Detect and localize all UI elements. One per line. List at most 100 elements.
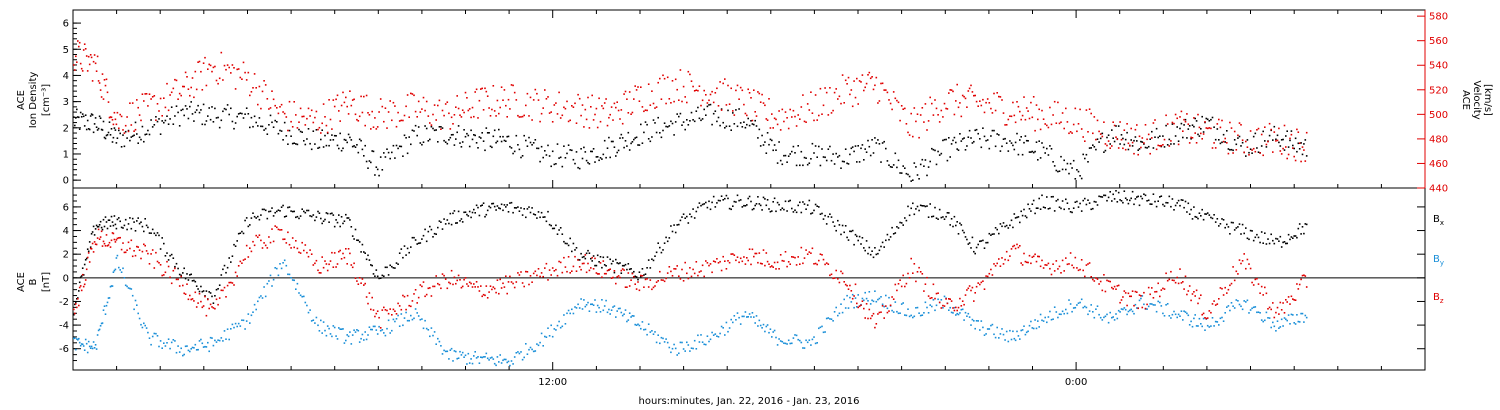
bx-point xyxy=(78,281,81,284)
bx-point xyxy=(670,225,672,227)
bx-point xyxy=(802,201,804,203)
velocity-point xyxy=(609,113,611,116)
bx-point xyxy=(534,214,537,216)
density-point xyxy=(374,174,376,176)
bx-point xyxy=(977,243,979,246)
by-point xyxy=(258,296,261,299)
bz-point xyxy=(94,243,97,245)
bz-point xyxy=(877,313,879,315)
velocity-point xyxy=(799,118,801,120)
velocity-point xyxy=(913,107,916,109)
bz-point xyxy=(107,244,110,246)
velocity-point xyxy=(115,123,118,126)
velocity-point xyxy=(769,127,772,129)
bz-point xyxy=(983,288,986,290)
density-point xyxy=(584,151,587,153)
density-point xyxy=(1068,172,1070,175)
density-point xyxy=(437,141,439,143)
bx-point xyxy=(528,206,530,208)
bz-point xyxy=(448,281,450,284)
density-point xyxy=(1124,138,1127,141)
by-point xyxy=(455,350,457,353)
velocity-point xyxy=(872,88,875,91)
velocity-point xyxy=(435,119,437,121)
by-point xyxy=(1170,317,1172,319)
bx-point xyxy=(421,238,423,240)
bz-point xyxy=(598,273,600,275)
bx-point xyxy=(340,216,343,218)
density-point xyxy=(733,123,736,125)
bz-point xyxy=(169,276,171,279)
density-point xyxy=(755,125,758,127)
bx-point xyxy=(411,236,414,239)
by-point xyxy=(1136,307,1138,309)
bx-point xyxy=(1147,199,1150,202)
bx-point xyxy=(861,237,864,239)
density-point xyxy=(315,129,318,131)
velocity-point xyxy=(1131,141,1134,144)
by-point xyxy=(182,354,184,357)
by-point xyxy=(1115,313,1117,315)
velocity-point xyxy=(301,115,303,118)
density-point xyxy=(1107,134,1110,136)
density-point xyxy=(572,158,575,161)
velocity-point xyxy=(935,107,938,110)
density-point xyxy=(594,161,596,163)
velocity-point xyxy=(1191,137,1194,139)
density-point xyxy=(212,121,215,123)
bz-point xyxy=(577,259,579,261)
velocity-point xyxy=(1304,160,1307,162)
density-point xyxy=(343,138,346,141)
by-point xyxy=(140,323,142,326)
velocity-point xyxy=(1136,124,1138,126)
density-point xyxy=(473,134,475,136)
density-point xyxy=(144,133,146,136)
density-point xyxy=(295,143,297,145)
bx-point xyxy=(486,209,489,212)
bz-point xyxy=(1055,260,1058,262)
bx-point xyxy=(1305,223,1308,226)
velocity-point xyxy=(325,124,328,127)
bx-point xyxy=(285,215,288,217)
density-point xyxy=(398,145,401,148)
bx-point xyxy=(307,209,310,212)
bz-point xyxy=(1113,285,1116,288)
velocity-point xyxy=(427,115,430,117)
by-point xyxy=(356,329,358,331)
velocity-point xyxy=(1076,130,1078,133)
density-point xyxy=(738,108,740,110)
bz-point xyxy=(548,269,551,271)
by-point xyxy=(640,327,642,330)
velocity-point xyxy=(466,97,468,99)
by-point xyxy=(932,299,935,301)
density-point xyxy=(606,147,609,149)
density-point xyxy=(872,152,875,154)
velocity-point xyxy=(885,89,887,91)
density-point xyxy=(394,157,396,159)
bx-point xyxy=(594,264,596,267)
bx-point xyxy=(475,204,478,207)
density-point xyxy=(304,143,307,146)
bz-point xyxy=(1014,247,1017,250)
bx-point xyxy=(863,247,865,249)
bz-point xyxy=(288,243,291,246)
by-point xyxy=(1292,314,1294,316)
velocity-point xyxy=(136,99,138,101)
velocity-point xyxy=(953,113,956,116)
bx-point xyxy=(1246,237,1249,240)
by-point xyxy=(115,257,118,259)
velocity-point xyxy=(603,102,606,104)
density-point xyxy=(299,130,302,133)
density-point xyxy=(475,142,478,144)
density-point xyxy=(499,135,501,138)
density-point xyxy=(673,134,675,136)
by-point xyxy=(918,312,920,314)
density-point xyxy=(242,117,245,119)
velocity-point xyxy=(711,90,713,93)
velocity-point xyxy=(484,87,486,90)
by-point xyxy=(463,356,465,358)
bx-point xyxy=(1019,221,1021,224)
velocity-point xyxy=(471,106,474,109)
bx-point xyxy=(857,239,859,242)
density-point xyxy=(105,134,108,137)
